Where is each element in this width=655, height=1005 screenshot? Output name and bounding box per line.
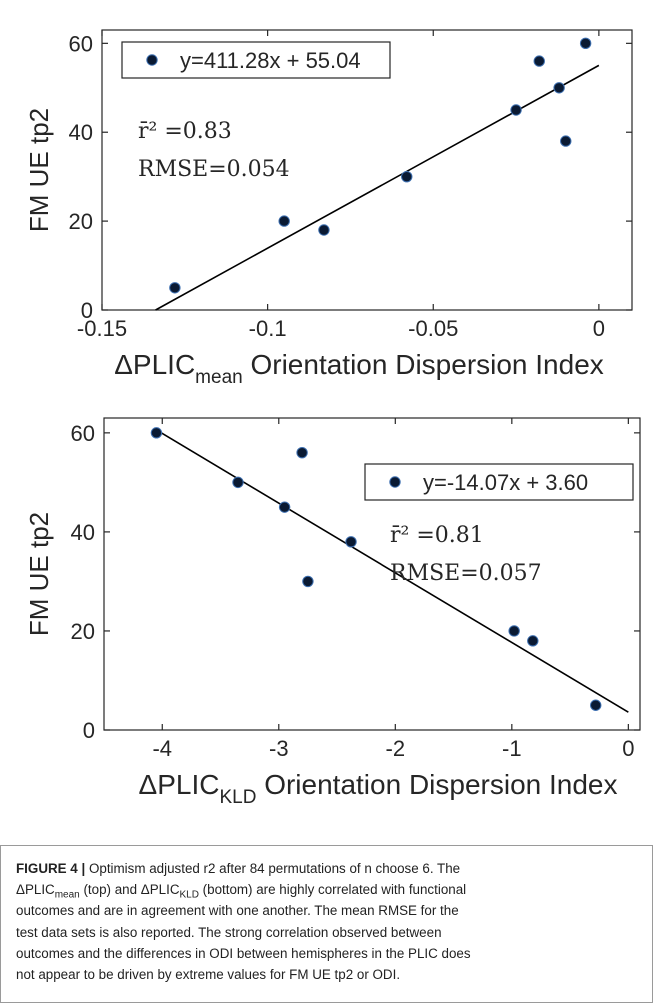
x-tick-label: -0.1 [249, 316, 287, 341]
y-tick-label: 20 [69, 209, 93, 234]
x-tick-label: 0 [622, 736, 634, 761]
rmse-annotation: RMSE=0.054 [138, 157, 290, 182]
y-tick-label: 20 [71, 619, 95, 644]
data-point [401, 170, 413, 183]
fit-line [156, 429, 629, 713]
x-axis-label-prefix: ΔPLIC [139, 769, 220, 800]
x-tick-label: -1 [502, 736, 522, 761]
data-point [278, 215, 290, 227]
data-point [527, 635, 539, 647]
data-point [278, 501, 291, 513]
fit-line [155, 64, 600, 311]
data-point [232, 476, 244, 489]
caption-line6: not appear to be driven by extreme value… [16, 967, 401, 983]
x-tick-label: -0.05 [408, 316, 458, 341]
data-point [169, 282, 181, 294]
r2-annotation: r̄² =0.81 [390, 523, 484, 548]
data-point [553, 82, 565, 94]
x-tick-label: -4 [152, 736, 172, 761]
x-tick-label: 0 [593, 316, 605, 341]
caption-line2c: (bottom) are highly correlated with func… [198, 882, 467, 898]
x-tick-label: -2 [386, 736, 406, 761]
x-axis-label-suffix: Orientation Dispersion Index [243, 349, 604, 380]
y-tick-label: 40 [69, 120, 93, 145]
y-axis-label: FM UE tp2 [24, 512, 54, 636]
data-point [318, 224, 330, 236]
caption-line2b: (top) and ΔPLIC [79, 882, 180, 898]
r2-annotation: r̄² =0.83 [138, 119, 232, 144]
data-point [590, 699, 602, 711]
rmse-annotation: RMSE=0.057 [390, 561, 542, 586]
data-point [560, 135, 572, 147]
chart-bottom: -4 -3 -2 -1 0 0 20 40 60 FM UE tp2 ΔPLICKLD Orient… [24, 417, 641, 808]
y-tick-label: 0 [81, 298, 93, 323]
caption-sub-mean: mean [54, 889, 80, 901]
data-point [345, 536, 357, 548]
caption-line2a: ΔPLIC [16, 882, 55, 898]
y-tick-label: 40 [71, 520, 95, 545]
legend-box [364, 463, 634, 501]
y-tick-label: 60 [71, 421, 95, 446]
x-axis-label-sub: KLD [219, 787, 256, 808]
figure-caption: FIGURE 4 | Optimism adjusted r2 after 84… [0, 845, 653, 1003]
data-point [296, 446, 308, 459]
axes-box [103, 417, 641, 731]
x-axis-label: ΔPLICKLD Orientation Dispersion Index [139, 769, 618, 808]
data-point [579, 37, 592, 50]
x-axis-label-suffix: Orientation Dispersion Index [256, 769, 617, 800]
x-tick-label: -0.15 [77, 316, 127, 341]
x-axis-label-sub: mean [195, 367, 243, 388]
x-tick-label: -3 [269, 736, 289, 761]
caption-sub-kld: KLD [179, 889, 199, 901]
axes-box [101, 29, 633, 311]
legend-text: y=411.28x + 55.04 [180, 48, 361, 73]
y-tick-label: 0 [83, 718, 95, 743]
legend-text: y=-14.07x + 3.60 [423, 470, 588, 495]
x-axis-label: ΔPLICmean Orientation Dispersion Index [114, 349, 604, 388]
data-point [510, 104, 522, 116]
caption-line1: Optimism adjusted r2 after 84 permutatio… [85, 861, 461, 876]
caption-line5: outcomes and the differences in ODI betw… [16, 945, 471, 961]
legend-marker [389, 476, 401, 488]
y-axis-label: FM UE tp2 [24, 108, 54, 232]
y-tick-label: 60 [69, 31, 93, 56]
x-axis-label-prefix: ΔPLIC [114, 349, 195, 380]
caption-line3: outcomes and are in agreement with one a… [16, 903, 459, 919]
data-point [150, 427, 163, 439]
legend-box [121, 41, 391, 79]
chart-top: -0.15 -0.1 -0.05 0 0 20 40 60 FM UE tp2 ΔPLICmean… [24, 29, 633, 388]
data-point [533, 55, 545, 67]
caption-label: FIGURE 4 | [16, 861, 86, 876]
data-point [508, 625, 520, 637]
data-point [302, 575, 314, 588]
caption-line4: test data sets is also reported. The str… [16, 924, 442, 940]
legend-marker [146, 54, 158, 66]
